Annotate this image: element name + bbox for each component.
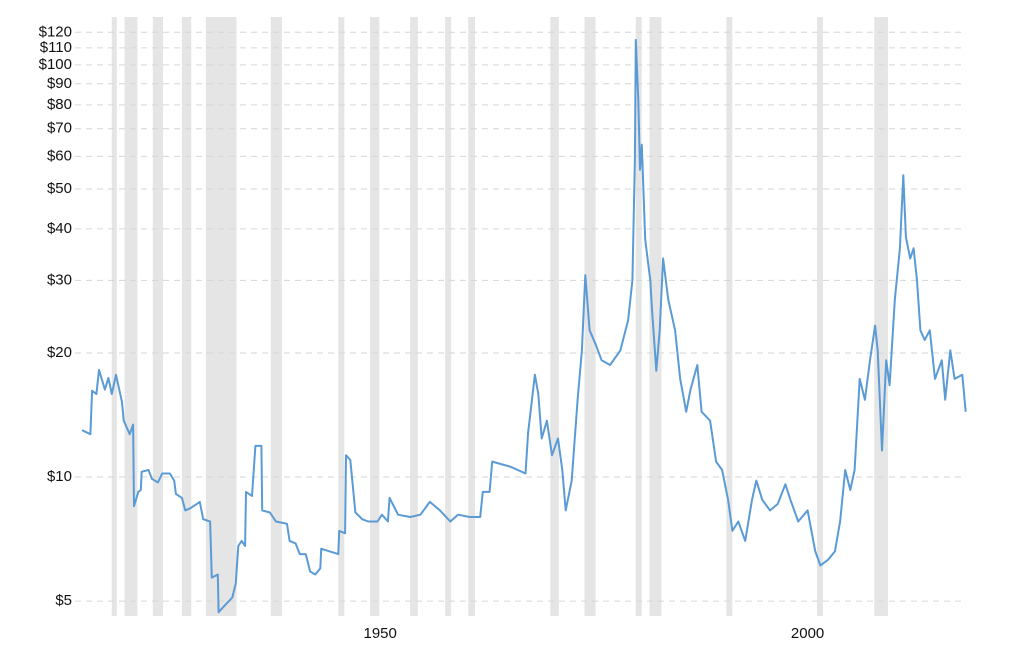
y-tick-label: $90	[47, 75, 72, 92]
y-tick-label: $80	[47, 96, 72, 113]
recession-band	[635, 17, 642, 616]
recession-band	[550, 17, 559, 616]
recession-band	[874, 17, 888, 616]
recession-band	[181, 17, 192, 616]
recession-band	[649, 17, 662, 616]
recession-band	[410, 17, 418, 616]
x-tick-label: 2000	[791, 625, 824, 642]
recession-band	[338, 17, 345, 616]
y-tick-label: $40	[47, 220, 72, 237]
y-tick-label: $5	[55, 592, 72, 609]
recession-band	[152, 17, 164, 616]
recession-band	[205, 17, 237, 616]
recession-band	[124, 17, 138, 616]
y-tick-label: $10	[47, 468, 72, 485]
recession-band	[584, 17, 596, 616]
recession-band	[816, 17, 823, 616]
y-tick-label: $50	[47, 180, 72, 197]
recession-band	[468, 17, 476, 616]
recession-band	[111, 17, 117, 616]
y-tick-label: $110	[40, 39, 72, 56]
price-line	[81, 38, 967, 614]
y-tick-label: $100	[39, 56, 72, 73]
recession-band	[369, 17, 380, 616]
y-tick-label: $20	[47, 344, 72, 361]
y-tick-label: $30	[47, 271, 72, 288]
recession-band	[270, 17, 282, 616]
recession-band	[445, 17, 452, 616]
y-tick-label: $70	[47, 120, 72, 137]
x-tick-label: 1950	[363, 625, 396, 642]
y-tick-label: $60	[47, 147, 72, 164]
recession-band	[726, 17, 733, 616]
y-tick-label: $120	[39, 23, 72, 40]
